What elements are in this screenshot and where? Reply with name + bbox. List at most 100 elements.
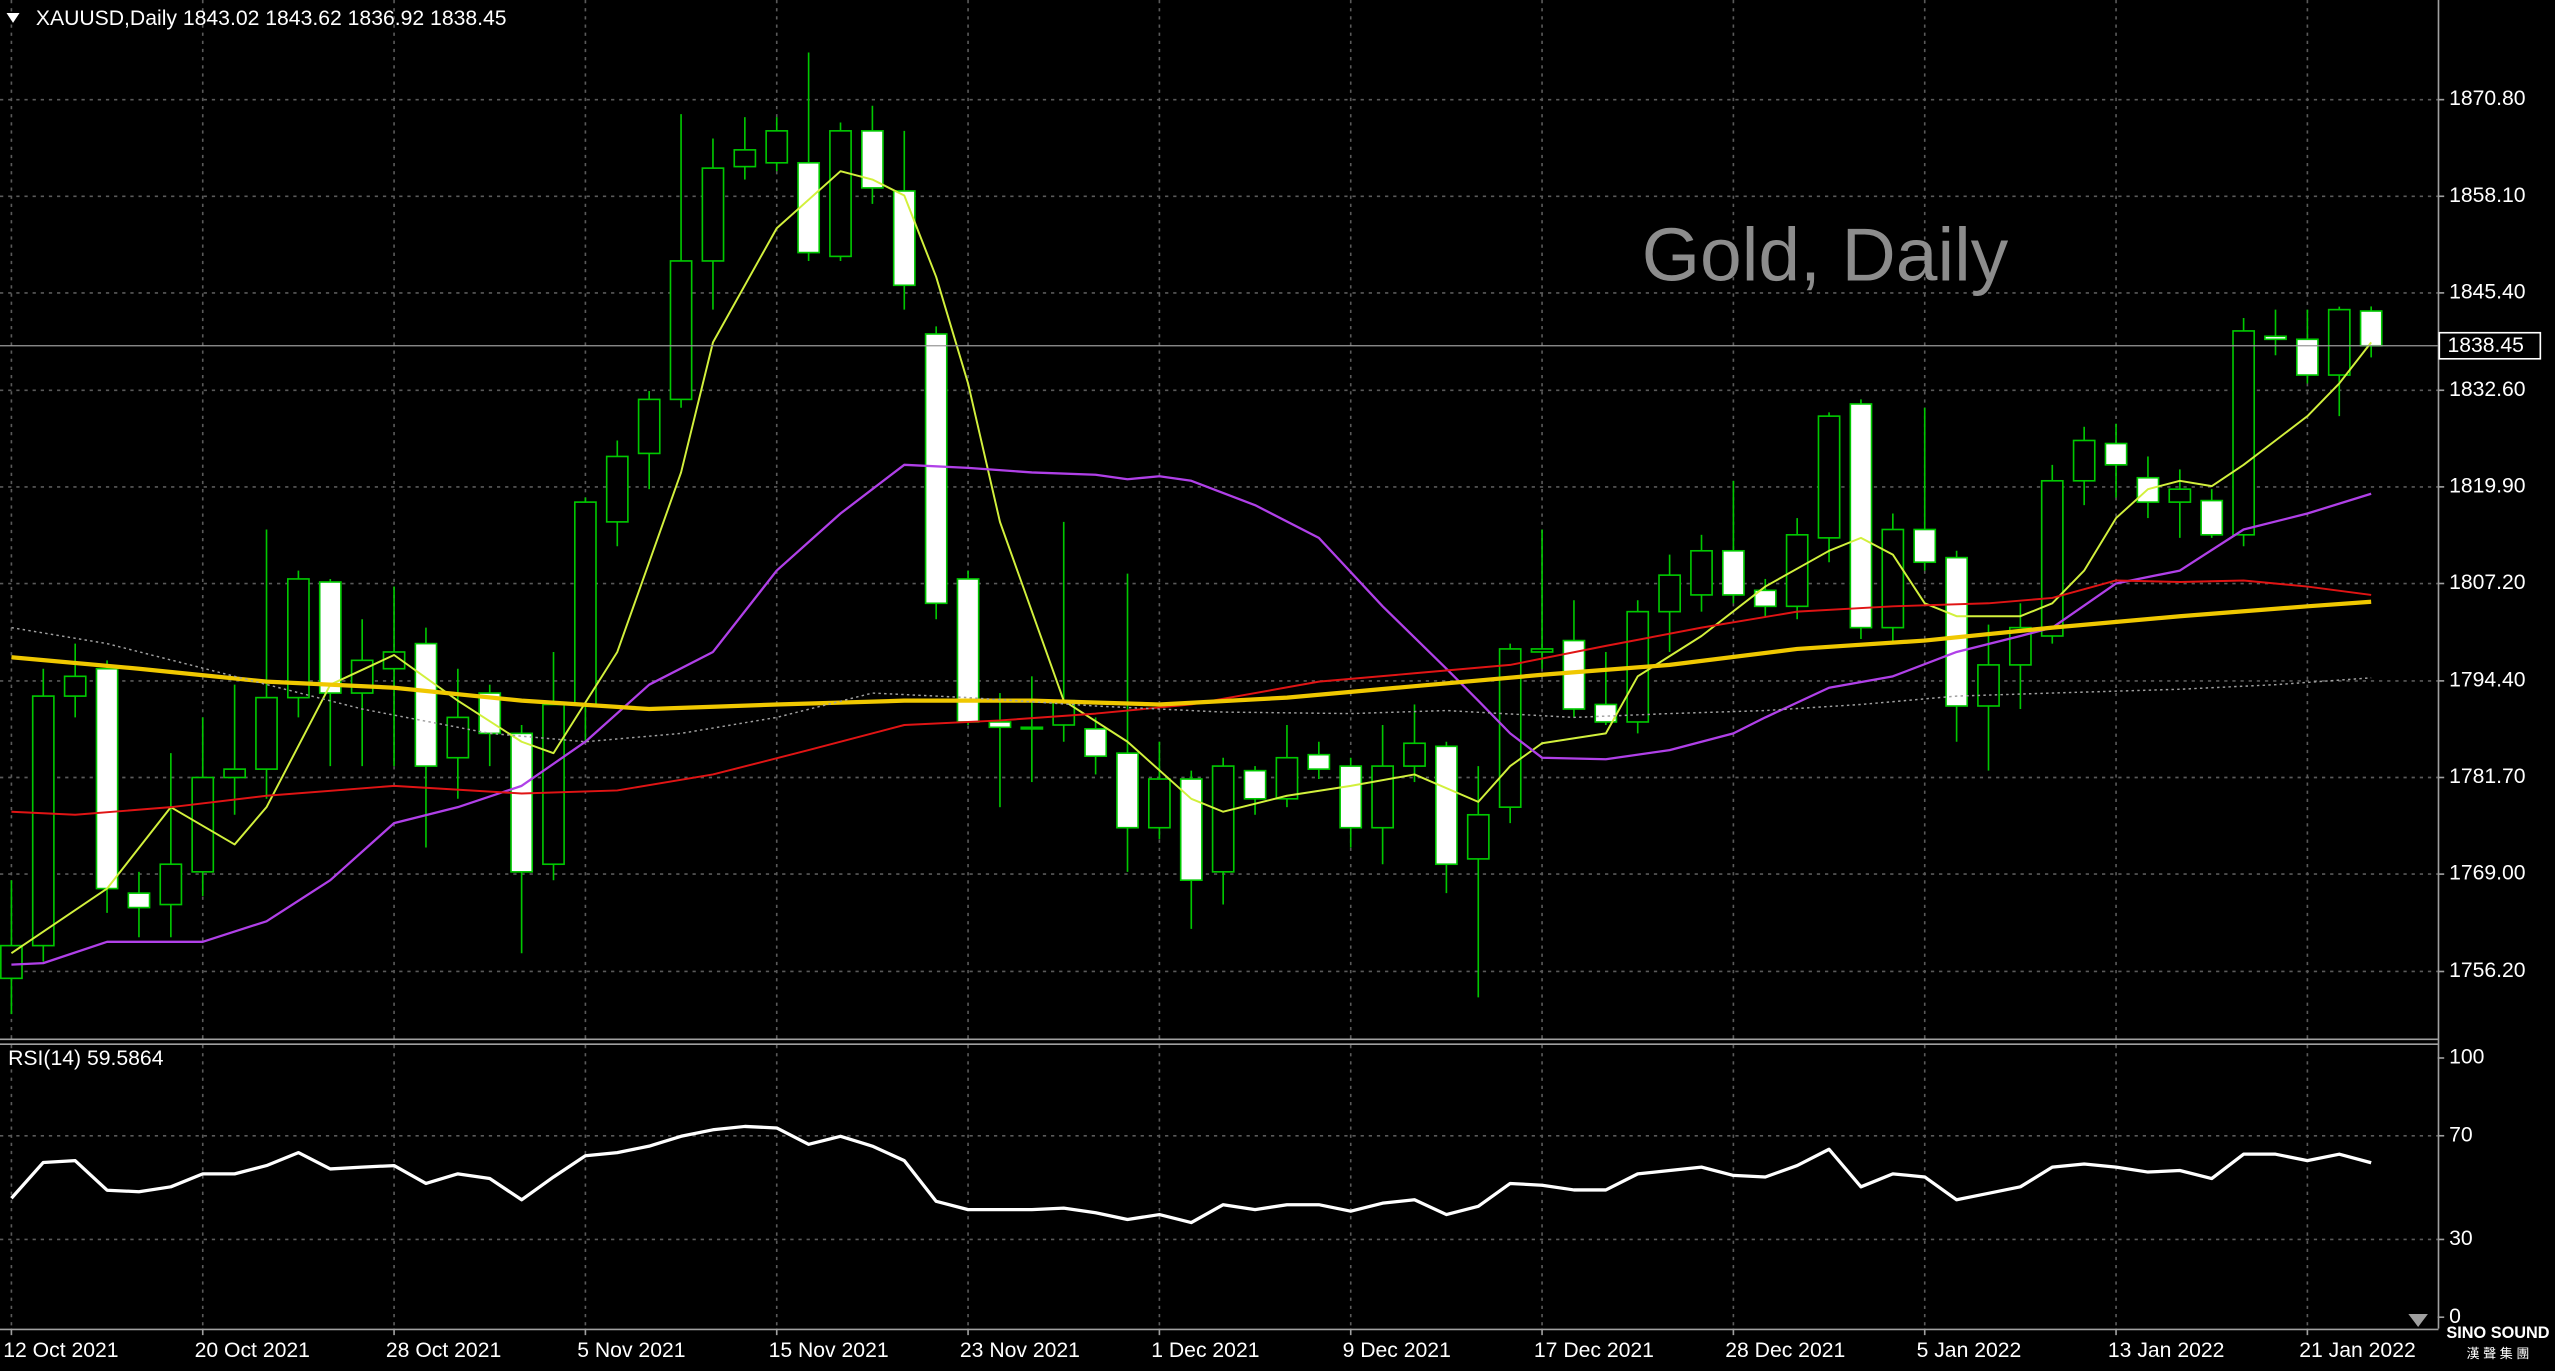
- x-tick-label: 20 Oct 2021: [195, 1339, 310, 1362]
- y-tick-label: 1819.90: [2449, 474, 2526, 497]
- x-tick-label: 28 Dec 2021: [1725, 1339, 1845, 1362]
- candle-body: [637, 398, 661, 455]
- moving-average-line: [11, 579, 2372, 816]
- candle-body: [2104, 442, 2128, 466]
- candle-body: [255, 696, 278, 770]
- candle-body: [1721, 549, 1745, 596]
- x-tick-label: 13 Jan 2022: [2108, 1339, 2225, 1362]
- candle-body: [223, 768, 247, 779]
- candle-body: [1913, 528, 1937, 564]
- candle-body: [669, 260, 693, 401]
- rsi-line: [10, 1124, 2372, 1225]
- x-tick-label: 5 Nov 2021: [577, 1339, 685, 1362]
- candle-body: [510, 732, 534, 873]
- candle-body: [2072, 439, 2096, 482]
- y-tick-label: 1769.00: [2449, 862, 2526, 885]
- x-tick-label: 5 Jan 2022: [1917, 1339, 2022, 1362]
- rsi-title: RSI(14) 59.5864: [8, 1047, 164, 1070]
- chart-shift-marker[interactable]: [2408, 1313, 2428, 1327]
- candle-body: [1243, 769, 1267, 800]
- candle-body: [542, 703, 565, 866]
- x-tick-label: 1 Dec 2021: [1151, 1339, 1259, 1362]
- candle-body: [414, 642, 438, 767]
- x-tick-label: 9 Dec 2021: [1343, 1339, 1451, 1362]
- candle-body: [127, 892, 151, 909]
- candle-body: [605, 455, 629, 523]
- candle-body: [988, 721, 1012, 729]
- candle-body: [2040, 479, 2064, 637]
- rsi-tick-label: 30: [2449, 1227, 2473, 1250]
- candle-body: [446, 716, 470, 759]
- candle-body: [286, 578, 310, 699]
- candle-body: [1307, 753, 1331, 770]
- moving-average-line: [10, 170, 2372, 955]
- candle-body: [829, 130, 852, 258]
- candle-body: [1658, 574, 1682, 613]
- candle-body: [31, 695, 55, 947]
- x-tick-label: 12 Oct 2021: [3, 1339, 118, 1362]
- chart-title: XAUUSD,Daily 1843.02 1843.62 1836.92 183…: [36, 7, 507, 30]
- x-tick-label: 23 Nov 2021: [960, 1339, 1080, 1362]
- candle-body: [1849, 403, 1873, 629]
- x-tick-label: 15 Nov 2021: [769, 1339, 889, 1362]
- x-tick-label: 28 Oct 2021: [386, 1339, 501, 1362]
- y-tick-label: 1870.80: [2449, 87, 2526, 110]
- candle-body: [1817, 415, 1841, 539]
- candle-body: [1116, 752, 1139, 829]
- candle-body: [733, 149, 757, 168]
- candle-body: [2232, 330, 2256, 536]
- candle-body: [2359, 310, 2383, 347]
- logo-subtitle: 漢 聲 集 團: [2467, 1346, 2530, 1361]
- candle-body: [1211, 765, 1235, 873]
- moving-average-line: [11, 463, 2372, 966]
- last-price-label: 1838.45: [2447, 334, 2524, 357]
- candle-body: [1881, 528, 1905, 629]
- candle-body: [1498, 648, 1522, 808]
- last-price-box: [2438, 331, 2542, 360]
- rsi-tick-label: 100: [2449, 1046, 2484, 1069]
- y-tick-label: 1781.70: [2449, 765, 2526, 788]
- x-tick-label: 17 Dec 2021: [1534, 1339, 1654, 1362]
- candle-body: [63, 675, 87, 697]
- candle-body: [191, 776, 215, 873]
- candle-body: [2264, 335, 2287, 341]
- candle-body: [1403, 742, 1426, 767]
- candle-body: [1020, 726, 1044, 730]
- candle-body: [797, 161, 821, 254]
- mark-layer: [0, 52, 2438, 1225]
- candle-body: [0, 944, 23, 980]
- candle-body: [1977, 664, 2000, 707]
- candle-body: [1530, 648, 1554, 653]
- y-tick-label: 1832.60: [2449, 378, 2526, 401]
- candle-body: [1339, 765, 1363, 829]
- candle-body: [2295, 338, 2319, 376]
- candle-body: [892, 190, 916, 287]
- x-tick-label: 21 Jan 2022: [2299, 1339, 2416, 1362]
- y-tick-label: 1794.40: [2449, 668, 2526, 691]
- collapse-arrow[interactable]: [6, 13, 20, 23]
- candle-body: [1690, 549, 1713, 596]
- moving-average-line: [11, 626, 2372, 743]
- candle-body: [478, 692, 502, 735]
- candle-body: [765, 130, 789, 164]
- candle-body: [1753, 589, 1777, 608]
- candle-body: [1785, 533, 1809, 608]
- watermark: Gold, Daily: [1642, 213, 2009, 297]
- candle-body: [1275, 756, 1299, 800]
- candle-body: [159, 863, 183, 906]
- candle-body: [1466, 813, 1490, 860]
- moving-average-line: [11, 599, 2372, 712]
- y-tick-label: 1845.40: [2449, 280, 2526, 303]
- candle-body: [1371, 765, 1395, 829]
- candle-body: [318, 581, 342, 694]
- candle-body: [2168, 488, 2192, 503]
- rsi-tick-label: 70: [2449, 1123, 2473, 1146]
- candle-body: [924, 333, 948, 605]
- y-tick-label: 1756.20: [2449, 959, 2526, 982]
- rsi-tick-label: 0: [2449, 1305, 2461, 1328]
- candle-body: [1179, 778, 1203, 882]
- candle-body: [860, 130, 884, 189]
- candle-body: [2200, 499, 2224, 536]
